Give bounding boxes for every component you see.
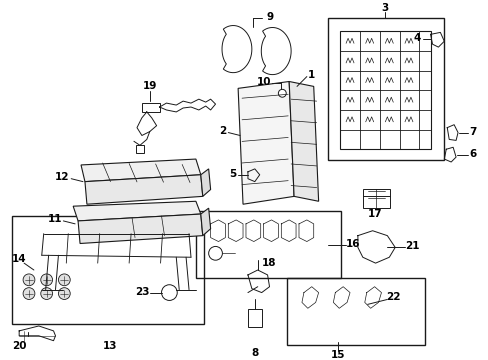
Polygon shape [222,26,251,73]
Text: 3: 3 [381,3,388,13]
Circle shape [41,288,52,300]
Text: 4: 4 [412,33,420,43]
Circle shape [23,274,35,286]
Bar [12,216,203,324]
Bar [362,189,389,208]
Polygon shape [81,159,201,182]
Polygon shape [261,27,290,75]
Polygon shape [201,208,210,236]
Bar [286,278,424,345]
Bar [247,309,261,327]
Bar [196,211,341,278]
Text: 7: 7 [468,127,475,136]
Bar [340,31,429,149]
Text: 18: 18 [262,258,276,268]
Text: 5: 5 [229,169,236,179]
Bar [142,103,159,112]
Text: 14: 14 [12,254,26,264]
Circle shape [23,288,35,300]
Bar [328,18,444,160]
Text: 8: 8 [251,348,258,359]
Circle shape [59,274,70,286]
Text: 9: 9 [266,12,273,22]
Text: 17: 17 [367,209,382,219]
Polygon shape [78,214,203,243]
Text: 22: 22 [385,292,400,302]
Text: 16: 16 [345,239,360,249]
Text: 6: 6 [468,149,475,159]
Polygon shape [201,169,210,196]
Text: 21: 21 [404,242,418,251]
Text: 19: 19 [142,81,157,91]
Circle shape [161,285,177,301]
Text: 10: 10 [256,77,270,87]
Text: 12: 12 [55,172,69,182]
Polygon shape [238,81,293,204]
Polygon shape [85,175,203,204]
Text: 23: 23 [134,287,149,297]
Circle shape [278,89,285,97]
Text: 2: 2 [218,126,225,136]
Circle shape [59,288,70,300]
Circle shape [208,247,222,260]
Polygon shape [73,201,201,221]
Text: 20: 20 [12,341,26,351]
Bar [136,145,143,153]
Text: 15: 15 [330,350,345,360]
Circle shape [41,274,52,286]
Text: 1: 1 [307,69,315,80]
Text: 11: 11 [48,214,62,224]
Text: 13: 13 [103,341,118,351]
Polygon shape [288,81,318,201]
